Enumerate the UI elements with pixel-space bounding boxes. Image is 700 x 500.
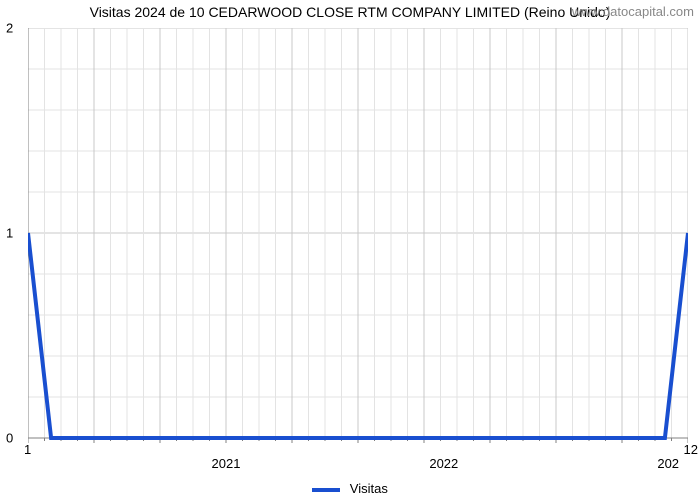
legend: Visitas — [0, 481, 700, 496]
x-left-label: 1 — [24, 442, 31, 457]
watermark-text: www.datocapital.com — [572, 4, 694, 19]
legend-label: Visitas — [350, 481, 388, 496]
y-tick-label: 0 — [6, 431, 13, 446]
y-tick-label: 1 — [6, 226, 13, 241]
legend-swatch — [312, 488, 340, 492]
chart-svg — [28, 28, 688, 446]
x-year-label: 2022 — [429, 456, 458, 471]
y-tick-label: 2 — [6, 21, 13, 36]
x-right-label: 12 — [684, 442, 698, 457]
plot-area — [28, 28, 688, 438]
x-year-label: 2021 — [212, 456, 241, 471]
x-year-label: 202 — [657, 456, 679, 471]
